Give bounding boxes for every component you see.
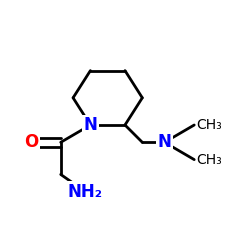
Text: CH₃: CH₃ xyxy=(197,118,222,132)
Text: N: N xyxy=(158,133,172,151)
Text: N: N xyxy=(84,116,97,134)
Text: O: O xyxy=(24,133,38,151)
Text: CH₃: CH₃ xyxy=(197,152,222,166)
Text: NH₂: NH₂ xyxy=(68,183,103,201)
